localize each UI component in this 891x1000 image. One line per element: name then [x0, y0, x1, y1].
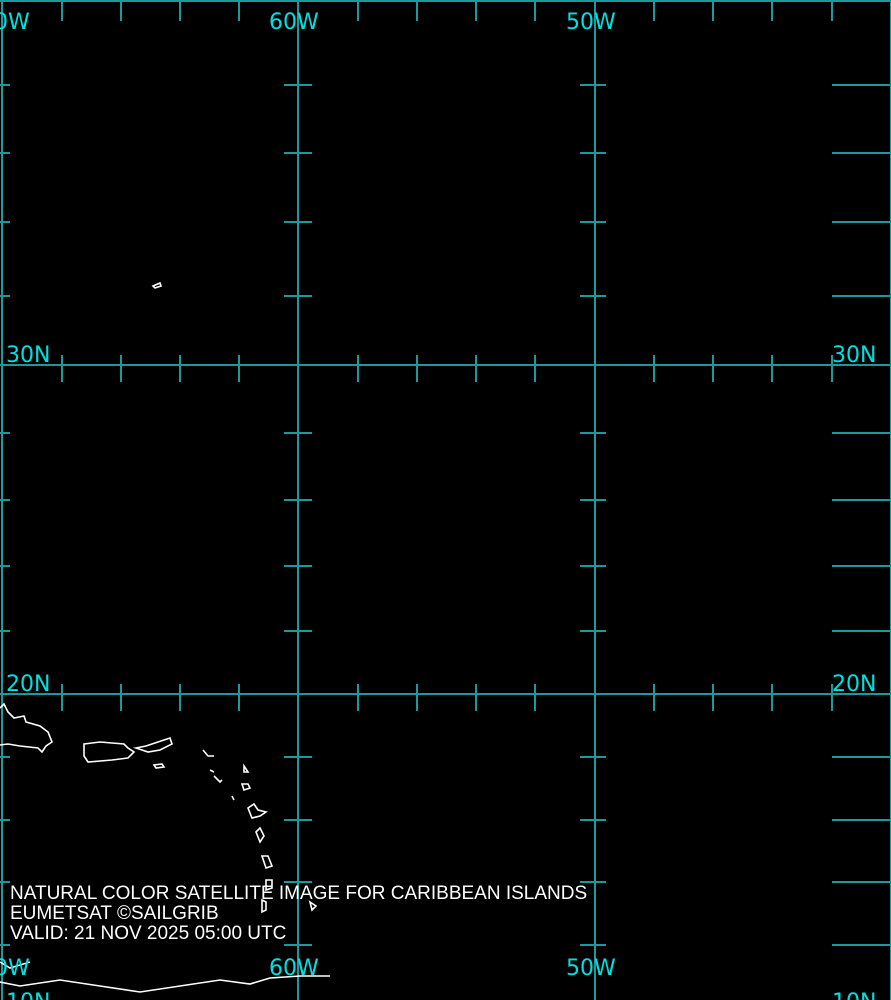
- lat-label-left-20n: 20N: [6, 672, 50, 697]
- puerto-rico-coast: [83, 741, 136, 763]
- lon-label-bottom-60w: 60W: [269, 956, 319, 981]
- lat-label-left-10n: 10N: [6, 990, 50, 1000]
- coastlines: [0, 281, 330, 993]
- caption-credit: EUMETSAT ©SAILGRIB: [10, 903, 219, 924]
- hispaniola-coast: [0, 702, 53, 754]
- lon-label-top-60w: 60W: [269, 10, 319, 35]
- bermuda-coast: [151, 281, 163, 289]
- graticule-labels: 0W 60W 50W 0W 60W 50W 30N 20N 10N 30N 20…: [0, 10, 876, 1000]
- venezuela-coast: [0, 961, 330, 993]
- lon-label-bottom-70w: 0W: [0, 956, 30, 981]
- caption-title: NATURAL COLOR SATELLITE IMAGE FOR CARIBB…: [10, 883, 588, 904]
- lat-label-right-10n: 10N: [832, 990, 876, 1000]
- virgin-islands-coast: [132, 736, 173, 753]
- lon-label-top-70w: 0W: [0, 10, 30, 35]
- lat-label-left-30n: 30N: [6, 343, 50, 368]
- lesser-antilles-coast: [202, 749, 318, 914]
- lat-label-right-30n: 30N: [832, 343, 876, 368]
- st-croix-coast: [152, 763, 166, 769]
- lon-label-bottom-50w: 50W: [566, 956, 616, 981]
- lon-label-top-50w: 50W: [566, 10, 616, 35]
- lat-label-right-20n: 20N: [832, 672, 876, 697]
- caption-valid-time: VALID: 21 NOV 2025 05:00 UTC: [10, 923, 287, 944]
